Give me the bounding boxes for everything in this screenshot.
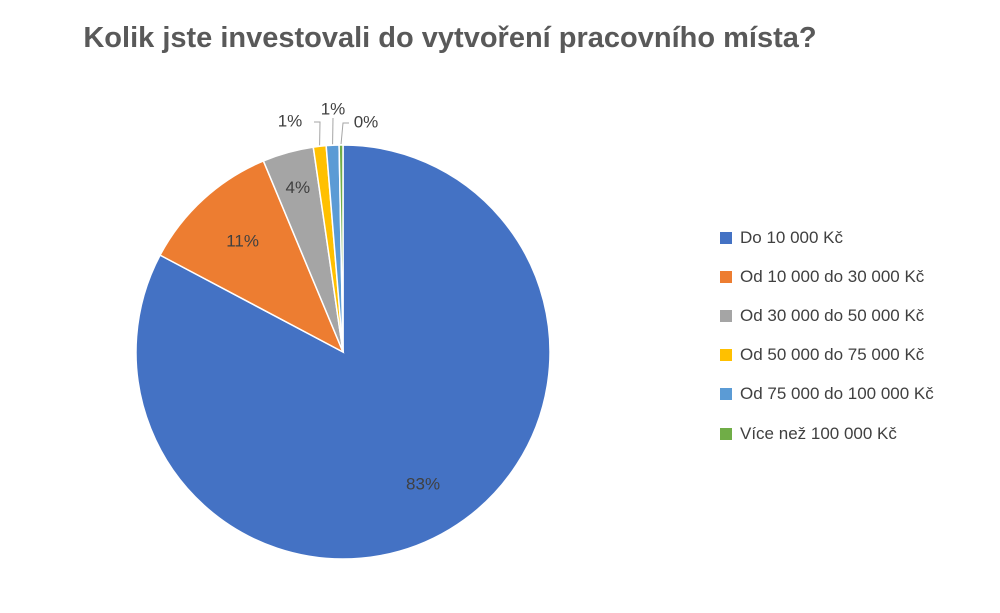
legend-swatch <box>720 427 732 440</box>
legend-item: Od 75 000 do 100 000 Kč <box>720 375 990 414</box>
legend-item: Od 10 000 do 30 000 Kč <box>720 257 990 296</box>
legend-swatch <box>720 270 732 283</box>
data-label: 1% <box>321 99 346 118</box>
data-label: 1% <box>278 111 303 130</box>
data-label: 83% <box>406 474 440 493</box>
leader-line <box>314 121 321 146</box>
leader-line <box>340 122 349 145</box>
data-label: 4% <box>286 178 311 197</box>
legend-swatch <box>720 231 732 244</box>
legend-label: Od 50 000 do 75 000 Kč <box>740 345 925 365</box>
legend-label: Od 10 000 do 30 000 Kč <box>740 266 925 286</box>
data-label: 0% <box>354 112 379 131</box>
legend-label: Do 10 000 Kč <box>740 227 844 247</box>
data-label: 11% <box>226 231 259 250</box>
chart-title: Kolik jste investovali do vytvoření prac… <box>83 22 817 54</box>
legend-item: Více než 100 000 Kč <box>720 414 990 453</box>
legend-item: Od 50 000 do 75 000 Kč <box>720 336 990 375</box>
legend-label: Od 30 000 do 50 000 Kč <box>740 305 925 325</box>
pie-slice <box>159 159 345 354</box>
legend-swatch <box>720 309 732 322</box>
chart-legend: Do 10 000 Kč Od 10 000 do 30 000 Kč Od 30 … <box>720 218 990 453</box>
legend-item: Od 30 000 do 50 000 Kč <box>720 296 990 335</box>
legend-item: Do 10 000 Kč <box>720 218 990 257</box>
legend-swatch <box>720 388 732 401</box>
legend-label: Od 75 000 do 100 000 Kč <box>740 384 934 404</box>
pie-slice <box>338 144 344 353</box>
legend-swatch <box>720 349 732 362</box>
legend-label: Více než 100 000 Kč <box>740 423 897 443</box>
